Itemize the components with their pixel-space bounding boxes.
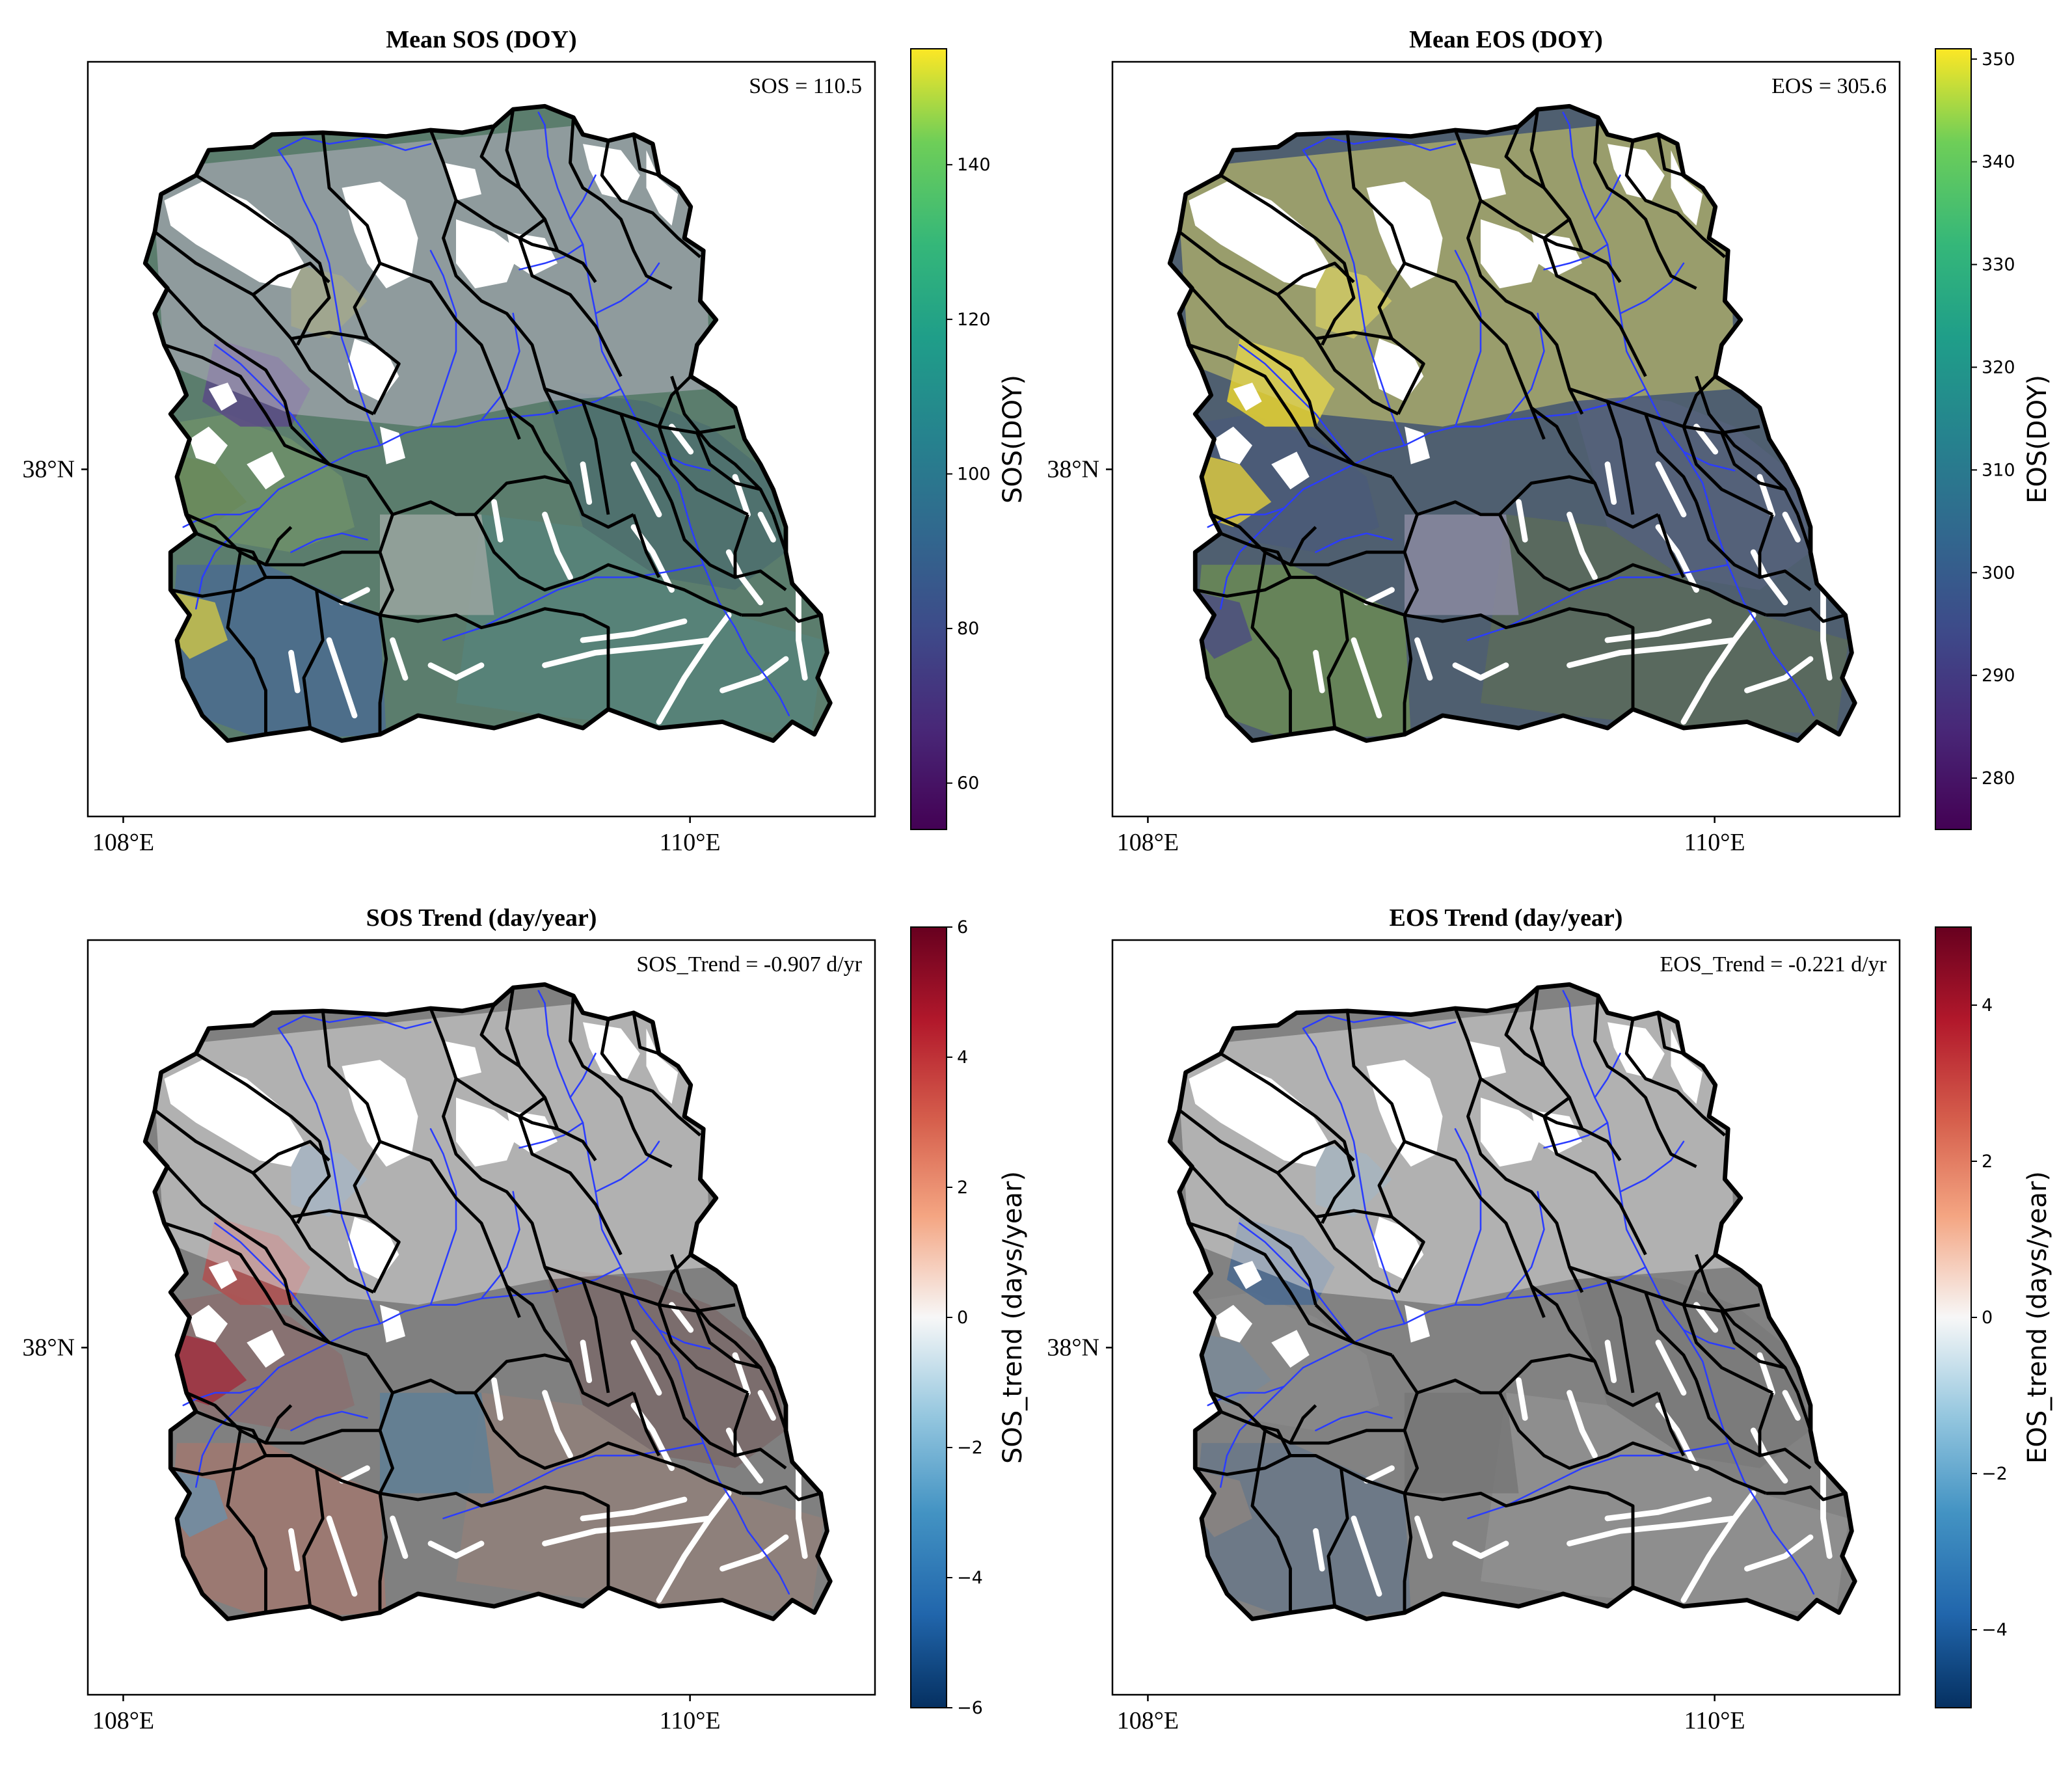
colorbar-tick-label: 330 <box>1982 255 2015 275</box>
colorbar-label: EOS(DOY) <box>2023 375 2052 504</box>
summary-annotation: SOS = 110.5 <box>749 74 862 98</box>
colorbar-tick-label: 4 <box>1982 995 1993 1016</box>
y-tick-label: 38°N <box>22 455 75 483</box>
panel-title: Mean SOS (DOY) <box>386 26 576 53</box>
raster-zone <box>380 1392 494 1494</box>
colorbar-tick-label: 2 <box>1982 1152 1993 1172</box>
raster-north <box>1176 112 1734 427</box>
colorbar-label: SOS(DOY) <box>998 375 1028 504</box>
raster-zone <box>1481 1392 1849 1613</box>
raster-layer <box>145 106 831 741</box>
x-tick-label: 110°E <box>660 829 721 856</box>
raster-layer <box>1170 106 1855 741</box>
raster-north <box>152 112 710 427</box>
x-tick-label: 110°E <box>1684 1707 1745 1734</box>
colorbar <box>910 48 947 830</box>
y-tick-label: 38°N <box>22 1334 75 1361</box>
colorbar <box>910 926 947 1708</box>
raster-zone <box>170 1443 386 1619</box>
panel-title: Mean EOS (DOY) <box>1409 26 1603 53</box>
x-tick-label: 108°E <box>1117 829 1179 856</box>
colorbar-tick-label: −2 <box>1982 1464 2008 1484</box>
colorbar-tick-label: 0 <box>1982 1308 1993 1328</box>
colorbar-tick-label: 310 <box>1982 460 2015 480</box>
x-tick-label: 110°E <box>1684 829 1745 856</box>
colorbar-tick-label: 100 <box>957 464 991 484</box>
x-tick-label: 108°E <box>92 1707 154 1734</box>
map-content <box>145 984 830 1619</box>
colorbar <box>1935 48 1972 830</box>
panel-mean-eos: Mean EOS (DOY) EOS = 305.6 38°N 108°E 110°E 3… <box>1047 26 2052 856</box>
x-tick-label: 108°E <box>1117 1707 1179 1734</box>
colorbar-tick-label: 120 <box>957 310 991 330</box>
raster-north <box>1176 990 1734 1305</box>
colorbar-tick-label: 280 <box>1982 768 2015 788</box>
colorbar-tick-label: −4 <box>1982 1620 2008 1640</box>
colorbar-tick-label: 6 <box>957 917 968 937</box>
colorbar-tick-label: 0 <box>957 1308 968 1328</box>
map-content <box>1170 984 1855 1619</box>
colorbar-tick-label: 350 <box>1982 49 2015 70</box>
colorbar-tick-label: −6 <box>957 1698 983 1718</box>
raster-zone <box>170 565 386 741</box>
colorbar-tick-label: 2 <box>957 1178 968 1198</box>
summary-annotation: SOS_Trend = -0.907 d/yr <box>636 952 862 977</box>
colorbar-tick-label: 140 <box>957 155 991 175</box>
summary-annotation: EOS_Trend = -0.221 d/yr <box>1660 952 1887 977</box>
colorbar-label: EOS_trend (days/year) <box>2023 1171 2052 1464</box>
map-content <box>1170 106 1855 740</box>
raster-zone <box>1405 514 1519 615</box>
raster-zone <box>1481 514 1849 734</box>
raster-zone <box>1195 1443 1411 1619</box>
colorbar-tick-label: 80 <box>957 619 979 639</box>
raster-zone <box>1195 565 1411 741</box>
colorbar-tick-label: 290 <box>1982 666 2015 686</box>
panel-title: SOS Trend (day/year) <box>366 904 597 932</box>
panel-mean-sos: Mean SOS (DOY) SOS = 110.5 38°N 108°E 110°E 1… <box>22 26 1028 856</box>
panel-eos-trend: EOS Trend (day/year) EOS_Trend = -0.221 d… <box>1047 904 2052 1734</box>
raster-north <box>152 990 710 1305</box>
colorbar-tick-label: 4 <box>957 1047 968 1068</box>
summary-annotation: EOS = 305.6 <box>1771 74 1887 98</box>
raster-zone <box>380 514 494 615</box>
colorbar-tick-label: 320 <box>1982 357 2015 377</box>
raster-zone <box>456 514 824 734</box>
colorbar-tick-label: −4 <box>957 1568 983 1588</box>
map-content <box>145 106 830 740</box>
x-tick-label: 110°E <box>660 1707 721 1734</box>
colorbar <box>1935 926 1972 1708</box>
y-tick-label: 38°N <box>1047 1334 1099 1361</box>
raster-zone <box>456 1392 824 1613</box>
colorbar-tick-label: −2 <box>957 1438 983 1458</box>
x-tick-label: 108°E <box>92 829 154 856</box>
colorbar-label: SOS_trend (days/year) <box>998 1171 1028 1464</box>
colorbar-tick-label: 340 <box>1982 152 2015 172</box>
raster-zone <box>1405 1392 1519 1494</box>
colorbar-tick-label: 60 <box>957 774 979 794</box>
raster-layer <box>145 984 831 1619</box>
panel-sos-trend: SOS Trend (day/year) SOS_Trend = -0.907 d… <box>22 904 1028 1734</box>
panel-title: EOS Trend (day/year) <box>1390 904 1623 932</box>
y-tick-label: 38°N <box>1047 455 1099 483</box>
colorbar-tick-label: 300 <box>1982 563 2015 583</box>
